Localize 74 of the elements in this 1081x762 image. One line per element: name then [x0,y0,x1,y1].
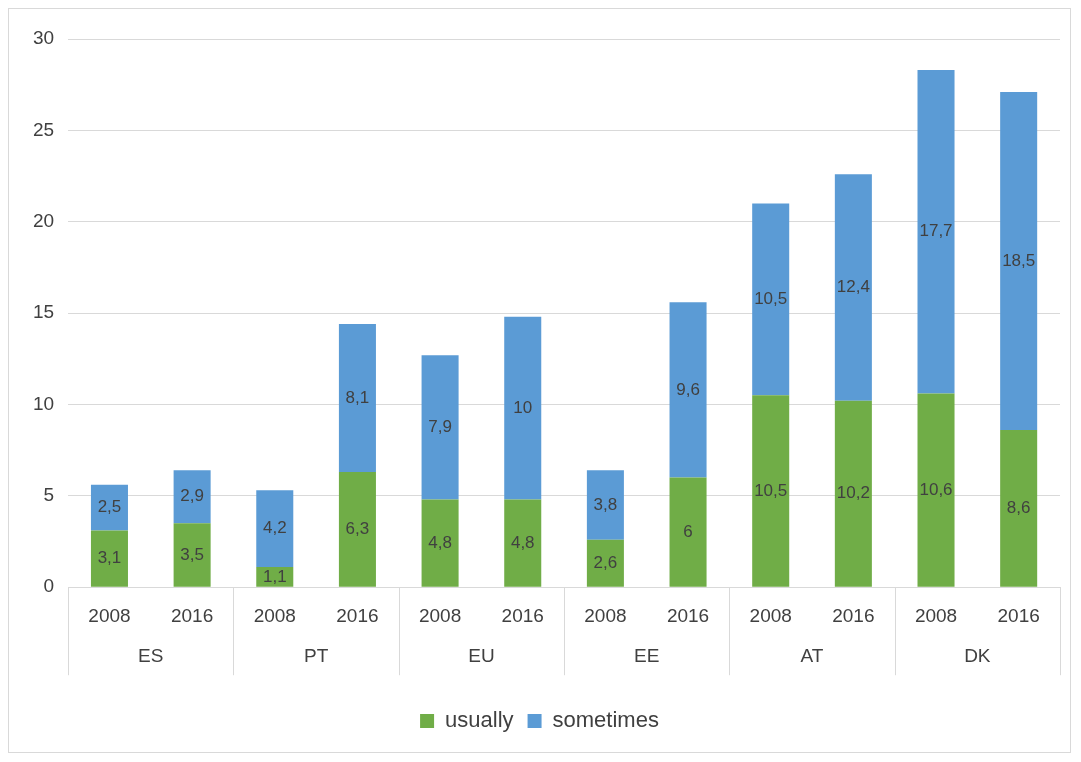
bar [256,490,294,568]
bar [586,470,624,540]
data-label: 7,9 [428,417,452,436]
bar [586,539,624,587]
data-label: 1,1 [262,566,287,586]
data-label: 3,8 [593,494,618,514]
bar [504,316,542,500]
x-tick-label: 2008 [88,604,131,626]
text: ES [138,645,164,667]
x-tick-label: 2008 [584,604,627,626]
data-label: 2,5 [97,497,122,517]
x-tick-label: 2016 [666,604,710,626]
data-label: 10,6 [919,479,953,499]
data-label: 4,2 [262,518,287,538]
data-label: 2,9 [180,486,204,506]
bar [173,470,211,524]
text: PT [303,645,329,667]
bar [421,355,459,500]
data-label: 10,5 [754,289,788,309]
y-tick-label: 5 [43,484,55,506]
bar [917,393,955,587]
bar [90,484,128,531]
text: AT [800,645,824,667]
y-tick-label: 10 [32,392,55,414]
bar [421,499,459,587]
y-tick-label: 30 [32,27,55,49]
data-label: 3,5 [180,544,204,564]
y-tick-label: 15 [32,301,55,323]
x-tick-label: 2016 [501,604,544,626]
data-label: 10,5 [754,480,788,500]
text: DK [964,645,991,667]
x-tick-label: 2008 [253,604,296,626]
bar [1000,91,1038,431]
data-label: 18,5 [1002,250,1036,270]
x-tick-label: 2008 [914,604,958,626]
bar [173,523,211,587]
bar [504,499,542,587]
x-tick-label: 2016 [832,604,875,626]
data-label: 6,3 [345,519,370,539]
data-label: 4,8 [428,532,452,552]
legend-label: sometimes [552,707,659,733]
bar [90,530,128,587]
bar [752,203,790,396]
bar [338,472,376,587]
data-label: 8,6 [1006,498,1031,518]
data-label: 17,7 [919,221,953,241]
data-label: 10,2 [836,483,870,503]
data-label: 8,1 [345,387,370,407]
bar [1000,430,1038,587]
data-label: 12,4 [836,277,870,297]
data-label: 6 [683,521,693,541]
x-tick-label: 2008 [418,604,462,626]
x-tick-label: 2008 [749,604,792,626]
legend-label: usually [445,707,514,733]
text: EU [468,645,495,667]
x-tick-label: 2016 [997,604,1040,626]
bar [917,70,955,394]
bar [834,400,872,587]
data-label: 9,6 [676,379,700,399]
bar [338,324,376,473]
bar [669,477,707,587]
data-label: 3,1 [97,548,122,568]
bar [669,302,707,478]
text: EE [634,645,660,667]
y-tick-label: 25 [32,118,55,140]
data-label: 2,6 [593,552,618,572]
y-tick-label: 20 [32,209,55,231]
bar [834,174,872,401]
data-label: 4,8 [510,532,535,552]
x-tick-label: 2016 [170,604,214,626]
bar [752,395,790,587]
x-tick-label: 2016 [336,604,379,626]
y-tick-label: 0 [43,575,55,597]
data-label: 10 [513,397,533,417]
